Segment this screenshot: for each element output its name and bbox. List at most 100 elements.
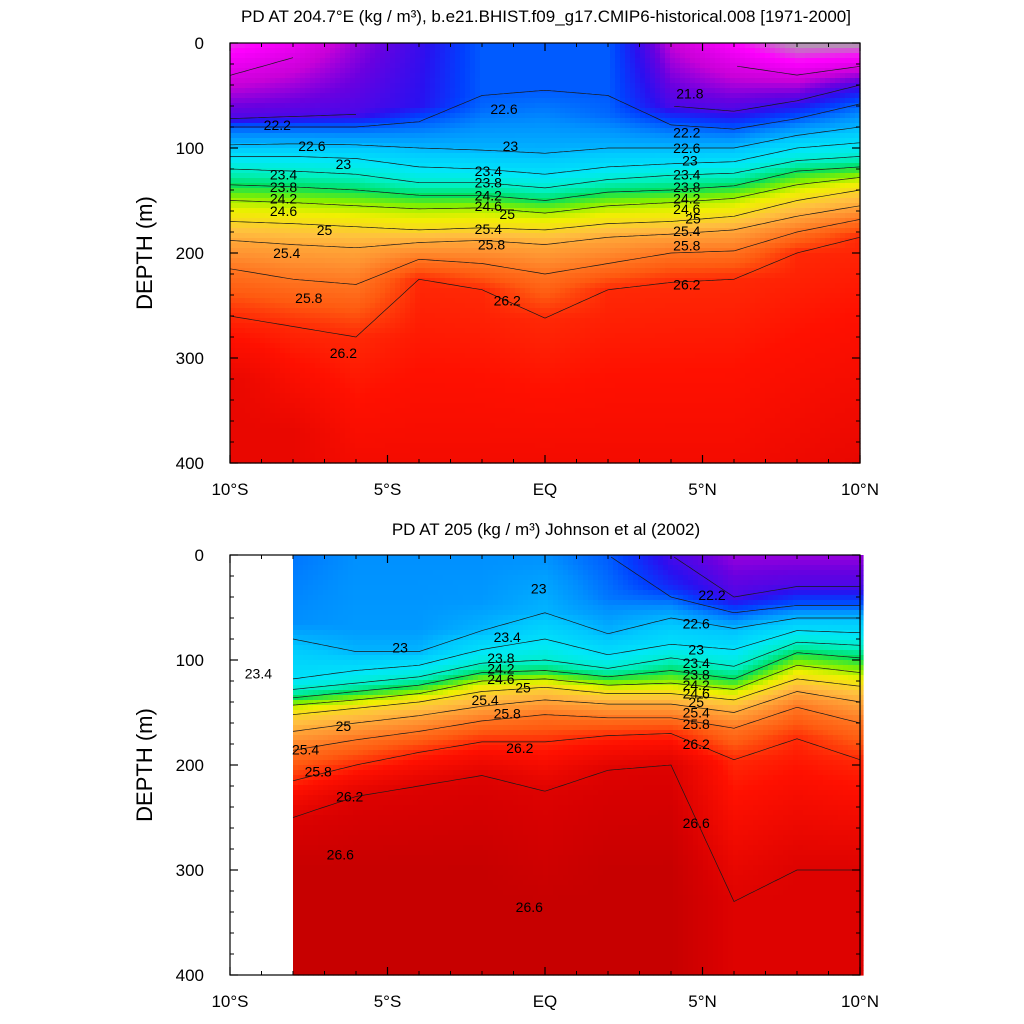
- field-cell: [660, 213, 666, 219]
- field-cell: [330, 73, 336, 79]
- field-cell: [345, 78, 351, 84]
- field-cell: [585, 228, 591, 234]
- field-cell: [255, 103, 261, 109]
- field-cell: [380, 183, 386, 189]
- field-cell: [455, 128, 461, 134]
- field-cell: [465, 83, 471, 89]
- field-cell: [815, 228, 821, 234]
- field-cell: [765, 113, 771, 119]
- field-cell: [380, 228, 386, 234]
- field-cell: [230, 93, 236, 99]
- field-cell: [820, 63, 826, 69]
- field-cell: [510, 183, 516, 189]
- field-cell: [385, 128, 391, 134]
- field-cell: [245, 88, 251, 94]
- field-cell: [685, 118, 691, 124]
- field-cell: [495, 153, 501, 159]
- field-cell: [370, 73, 376, 79]
- field-cell: [385, 118, 391, 124]
- field-cell: [775, 153, 781, 159]
- field-cell: [345, 128, 351, 134]
- field-cell: [425, 48, 431, 54]
- field-cell: [850, 53, 856, 59]
- field-cell: [315, 68, 321, 74]
- field-cell: [710, 168, 716, 174]
- field-cell: [655, 133, 661, 139]
- field-cell: [400, 68, 406, 74]
- field-cell: [325, 148, 331, 154]
- field-cell: [465, 43, 471, 49]
- field-cell: [615, 138, 621, 144]
- field-cell: [535, 193, 541, 199]
- field-cell: [590, 228, 596, 234]
- field-cell: [650, 78, 656, 84]
- field-cell: [675, 73, 681, 79]
- field-cell: [410, 43, 416, 49]
- field-cell: [305, 108, 311, 114]
- field-cell: [640, 133, 646, 139]
- field-cell: [605, 48, 611, 54]
- field-cell: [755, 148, 761, 154]
- field-cell: [650, 123, 656, 129]
- field-cell: [750, 73, 756, 79]
- field-cell: [455, 153, 461, 159]
- field-cell: [690, 113, 696, 119]
- field-cell: [265, 58, 271, 64]
- field-cell: [530, 133, 536, 139]
- field-cell: [780, 78, 786, 84]
- field-cell: [590, 183, 596, 189]
- field-cell: [795, 123, 801, 129]
- field-cell: [500, 73, 506, 79]
- field-cell: [315, 188, 321, 194]
- field-cell: [805, 108, 811, 114]
- field-cell: [750, 118, 756, 124]
- field-cell: [550, 183, 556, 189]
- field-cell: [300, 118, 306, 124]
- field-cell: [845, 208, 851, 214]
- field-cell: [415, 203, 421, 209]
- field-cell: [645, 93, 651, 99]
- field-cell: [660, 203, 666, 209]
- field-cell: [385, 163, 391, 169]
- field-cell: [365, 208, 371, 214]
- field-cell: [535, 73, 541, 79]
- field-cell: [335, 148, 341, 154]
- field-cell: [765, 223, 771, 229]
- field-cell: [810, 88, 816, 94]
- field-cell: [340, 203, 346, 209]
- field-cell: [665, 138, 671, 144]
- field-cell: [305, 78, 311, 84]
- field-cell: [555, 43, 561, 49]
- field-cell: [280, 103, 286, 109]
- field-cell: [455, 138, 461, 144]
- field-cell: [510, 58, 516, 64]
- field-cell: [465, 153, 471, 159]
- field-cell: [320, 58, 326, 64]
- field-cell: [785, 103, 791, 109]
- field-cell: [360, 228, 366, 234]
- field-cell: [265, 143, 271, 149]
- field-cell: [830, 118, 836, 124]
- field-cell: [825, 118, 831, 124]
- field-cell: [230, 203, 236, 209]
- field-cell: [565, 128, 571, 134]
- field-cell: [660, 193, 666, 199]
- field-cell: [850, 118, 856, 124]
- field-cell: [340, 228, 346, 234]
- field-cell: [555, 163, 561, 169]
- field-cell: [355, 53, 361, 59]
- field-cell: [355, 183, 361, 189]
- field-cell: [585, 108, 591, 114]
- field-cell: [480, 83, 486, 89]
- field-cell: [600, 118, 606, 124]
- field-cell: [285, 228, 291, 234]
- field-cell: [705, 43, 711, 49]
- field-cell: [410, 188, 416, 194]
- field-cell: [365, 213, 371, 219]
- field-cell: [305, 188, 311, 194]
- field-cell: [545, 83, 551, 89]
- field-cell: [640, 208, 646, 214]
- field-cell: [465, 213, 471, 219]
- field-cell: [250, 143, 256, 149]
- field-cell: [790, 173, 796, 179]
